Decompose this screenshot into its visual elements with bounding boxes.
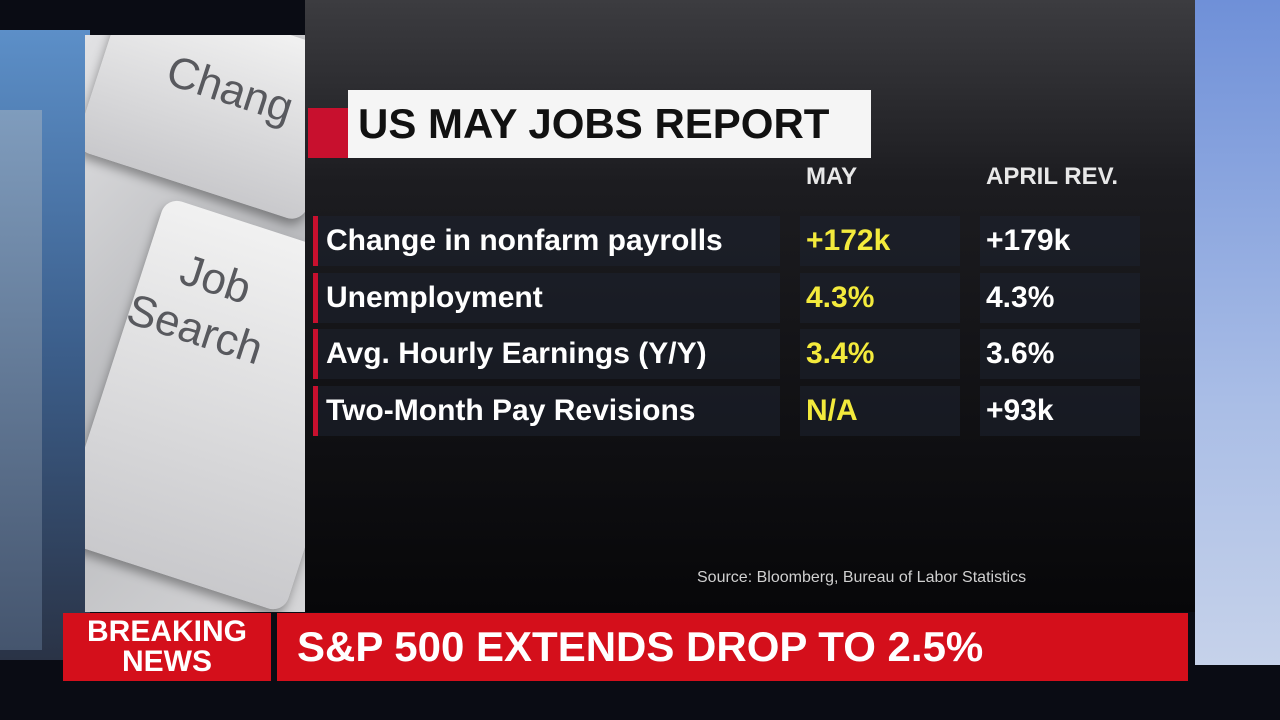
table-cell: Unemployment bbox=[313, 273, 780, 323]
table-cell: 3.6% bbox=[980, 329, 1140, 379]
keyboard-image: Chang Job Search bbox=[85, 35, 305, 612]
table-cell: Change in nonfarm payrolls bbox=[313, 216, 780, 266]
table-cell: +172k bbox=[800, 216, 960, 266]
table-cell: +179k bbox=[980, 216, 1140, 266]
table-cell: 4.3% bbox=[980, 273, 1140, 323]
table-cell: 3.4% bbox=[800, 329, 960, 379]
ticker-bar bbox=[63, 613, 1188, 681]
column-header: MAY bbox=[806, 163, 858, 190]
label-line: NEWS bbox=[122, 645, 212, 678]
title-accent bbox=[308, 108, 350, 158]
building bbox=[0, 110, 42, 650]
column-header: APRIL REV. bbox=[986, 163, 1119, 190]
sky-backdrop bbox=[1195, 0, 1280, 665]
label-line: BREAKING bbox=[86, 615, 247, 648]
table-cell: Avg. Hourly Earnings (Y/Y) bbox=[313, 329, 780, 379]
headline: S&P 500 EXTENDS DROP TO 2.5% bbox=[297, 623, 984, 670]
table-cell: Two-Month Pay Revisions bbox=[313, 386, 780, 436]
table-cell: +93k bbox=[980, 386, 1140, 436]
table-cell: N/A bbox=[800, 386, 960, 436]
title: US MAY JOBS REPORT bbox=[348, 90, 871, 158]
source: Source: Bloomberg, Bureau of Labor Stati… bbox=[697, 569, 1027, 586]
breaking-label: BREAKING NEWS bbox=[63, 613, 277, 681]
table-cell: 4.3% bbox=[800, 273, 960, 323]
